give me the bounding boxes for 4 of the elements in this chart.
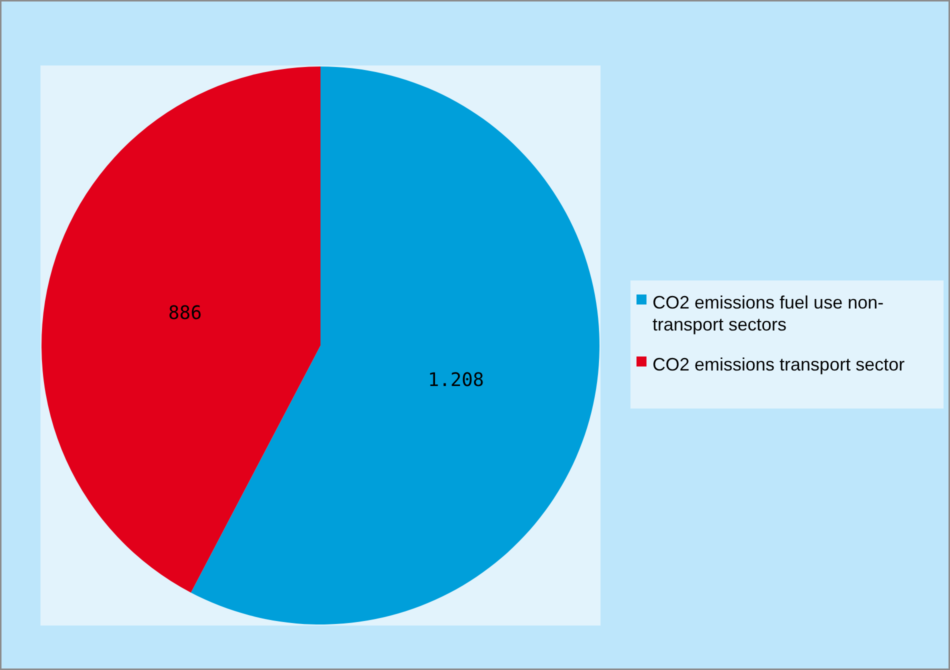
- legend-label: CO2 emissions fuel use non-transport sectors: [652, 292, 884, 334]
- data-label: 886: [168, 303, 202, 324]
- legend-label: CO2 emissions transport sector: [652, 354, 905, 374]
- data-label: 1.208: [428, 370, 484, 391]
